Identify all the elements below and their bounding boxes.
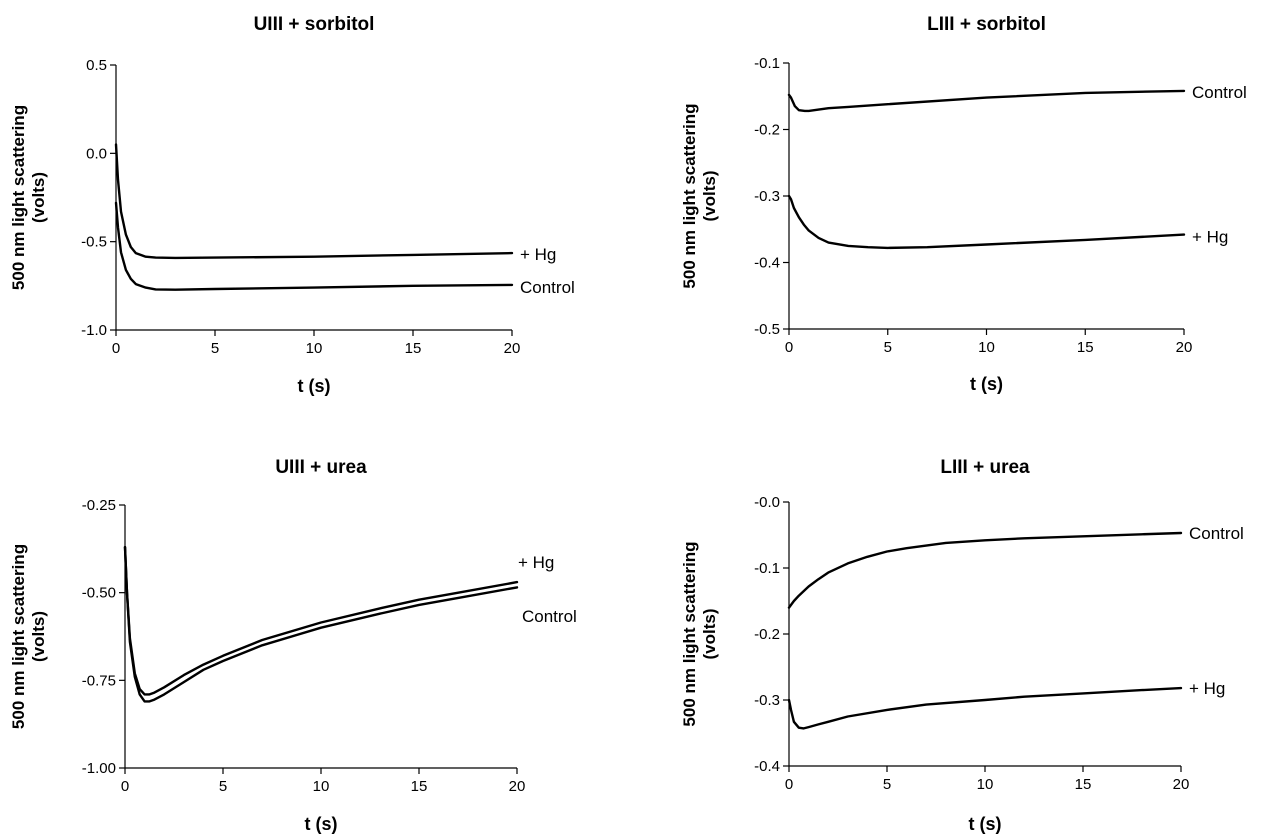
x-axis-label: t (s) xyxy=(298,376,331,396)
x-tick-label: 5 xyxy=(883,776,891,793)
y-axis-label: 500 nm light scattering xyxy=(9,544,28,729)
series-line-1 xyxy=(787,89,1186,113)
x-tick-label: 0 xyxy=(785,339,793,356)
x-tick-label: 20 xyxy=(504,340,521,357)
x-tick-label: 15 xyxy=(405,340,422,357)
x-tick-label: 0 xyxy=(121,778,129,795)
y-tick-label: -0.5 xyxy=(754,321,780,338)
chart-panel-2: LIII + sorbitol 0 5 10 15 20 -0.5 -0.4 -0.3 -0.2 -… xyxy=(680,14,1247,394)
y-axis-label: 500 nm light scattering xyxy=(9,105,28,290)
x-tick-label: 10 xyxy=(313,778,330,795)
x-tick-label: 0 xyxy=(785,776,793,793)
chart-title: UIII + urea xyxy=(275,457,367,478)
y-tick-label: -0.50 xyxy=(82,585,116,602)
chart-title: LIII + urea xyxy=(940,457,1030,478)
y-tick-label: -0.25 xyxy=(82,497,116,514)
y-tick-label: -0.4 xyxy=(754,758,780,775)
y-tick-label: -0.1 xyxy=(754,55,780,72)
series-label: Control xyxy=(522,607,577,626)
series-label: Control xyxy=(520,278,575,297)
series-line-1 xyxy=(114,143,514,260)
series-line-1 xyxy=(787,531,1183,609)
x-tick-label: 15 xyxy=(1077,339,1094,356)
x-tick-label: 5 xyxy=(884,339,892,356)
y-tick-label: -0.5 xyxy=(81,234,107,251)
series-line-2 xyxy=(787,194,1186,250)
chart-title: LIII + sorbitol xyxy=(927,14,1046,35)
series-line-2 xyxy=(787,686,1183,730)
x-tick-label: 5 xyxy=(219,778,227,795)
y-tick-label: -0.2 xyxy=(754,122,780,139)
series-line-2 xyxy=(123,545,519,703)
x-tick-label: 5 xyxy=(211,340,219,357)
x-tick-label: 10 xyxy=(978,339,995,356)
y-axis-label: (volts) xyxy=(700,609,719,660)
y-tick-label: -1.0 xyxy=(81,322,107,339)
x-tick-label: 15 xyxy=(411,778,428,795)
series-label: + Hg xyxy=(1189,679,1225,698)
x-tick-label: 15 xyxy=(1075,776,1092,793)
y-tick-label: 0.5 xyxy=(86,57,107,74)
y-tick-label: -0.75 xyxy=(82,672,116,689)
series-label: Control xyxy=(1189,524,1244,543)
chart-panel-3: UIII + urea 0 5 10 15 20 -1.00 -0.75 -0.50 -0.25 t… xyxy=(9,457,577,834)
series-label: + Hg xyxy=(1192,228,1228,247)
chart-title: UIII + sorbitol xyxy=(254,14,375,35)
y-tick-label: -0.1 xyxy=(754,560,780,577)
y-axis-label: (volts) xyxy=(29,172,48,223)
x-tick-label: 10 xyxy=(977,776,994,793)
y-tick-label: 0.0 xyxy=(86,145,107,162)
chart-panel-1: UIII + sorbitol 0 5 10 15 20 -1.0 -0.5 0.0 0.5 t (… xyxy=(9,14,575,396)
y-tick-label: -0.0 xyxy=(754,494,780,511)
x-tick-label: 0 xyxy=(112,340,120,357)
y-axis-label: 500 nm light scattering xyxy=(680,541,699,726)
y-tick-label: -0.4 xyxy=(754,255,780,272)
y-axis-label: (volts) xyxy=(29,611,48,662)
chart-panel-4: LIII + urea 0 5 10 15 20 -0.4 -0.3 -0.2 -0.1 -0.0 t… xyxy=(680,457,1244,834)
series-line-1 xyxy=(123,545,519,696)
y-axis-label: 500 nm light scattering xyxy=(680,103,699,288)
y-tick-label: -0.3 xyxy=(754,692,780,709)
x-axis-label: t (s) xyxy=(305,814,338,834)
x-axis-label: t (s) xyxy=(969,814,1002,834)
x-tick-label: 20 xyxy=(509,778,526,795)
series-line-2 xyxy=(114,201,514,291)
y-axis-label: (volts) xyxy=(700,171,719,222)
series-label: Control xyxy=(1192,83,1247,102)
y-tick-label: -0.2 xyxy=(754,626,780,643)
y-tick-label: -0.3 xyxy=(754,188,780,205)
series-label: + Hg xyxy=(518,553,554,572)
x-tick-label: 20 xyxy=(1176,339,1193,356)
x-tick-label: 10 xyxy=(306,340,323,357)
x-axis-label: t (s) xyxy=(970,374,1003,394)
x-tick-label: 20 xyxy=(1173,776,1190,793)
y-tick-label: -1.00 xyxy=(82,760,116,777)
series-label: + Hg xyxy=(520,245,556,264)
